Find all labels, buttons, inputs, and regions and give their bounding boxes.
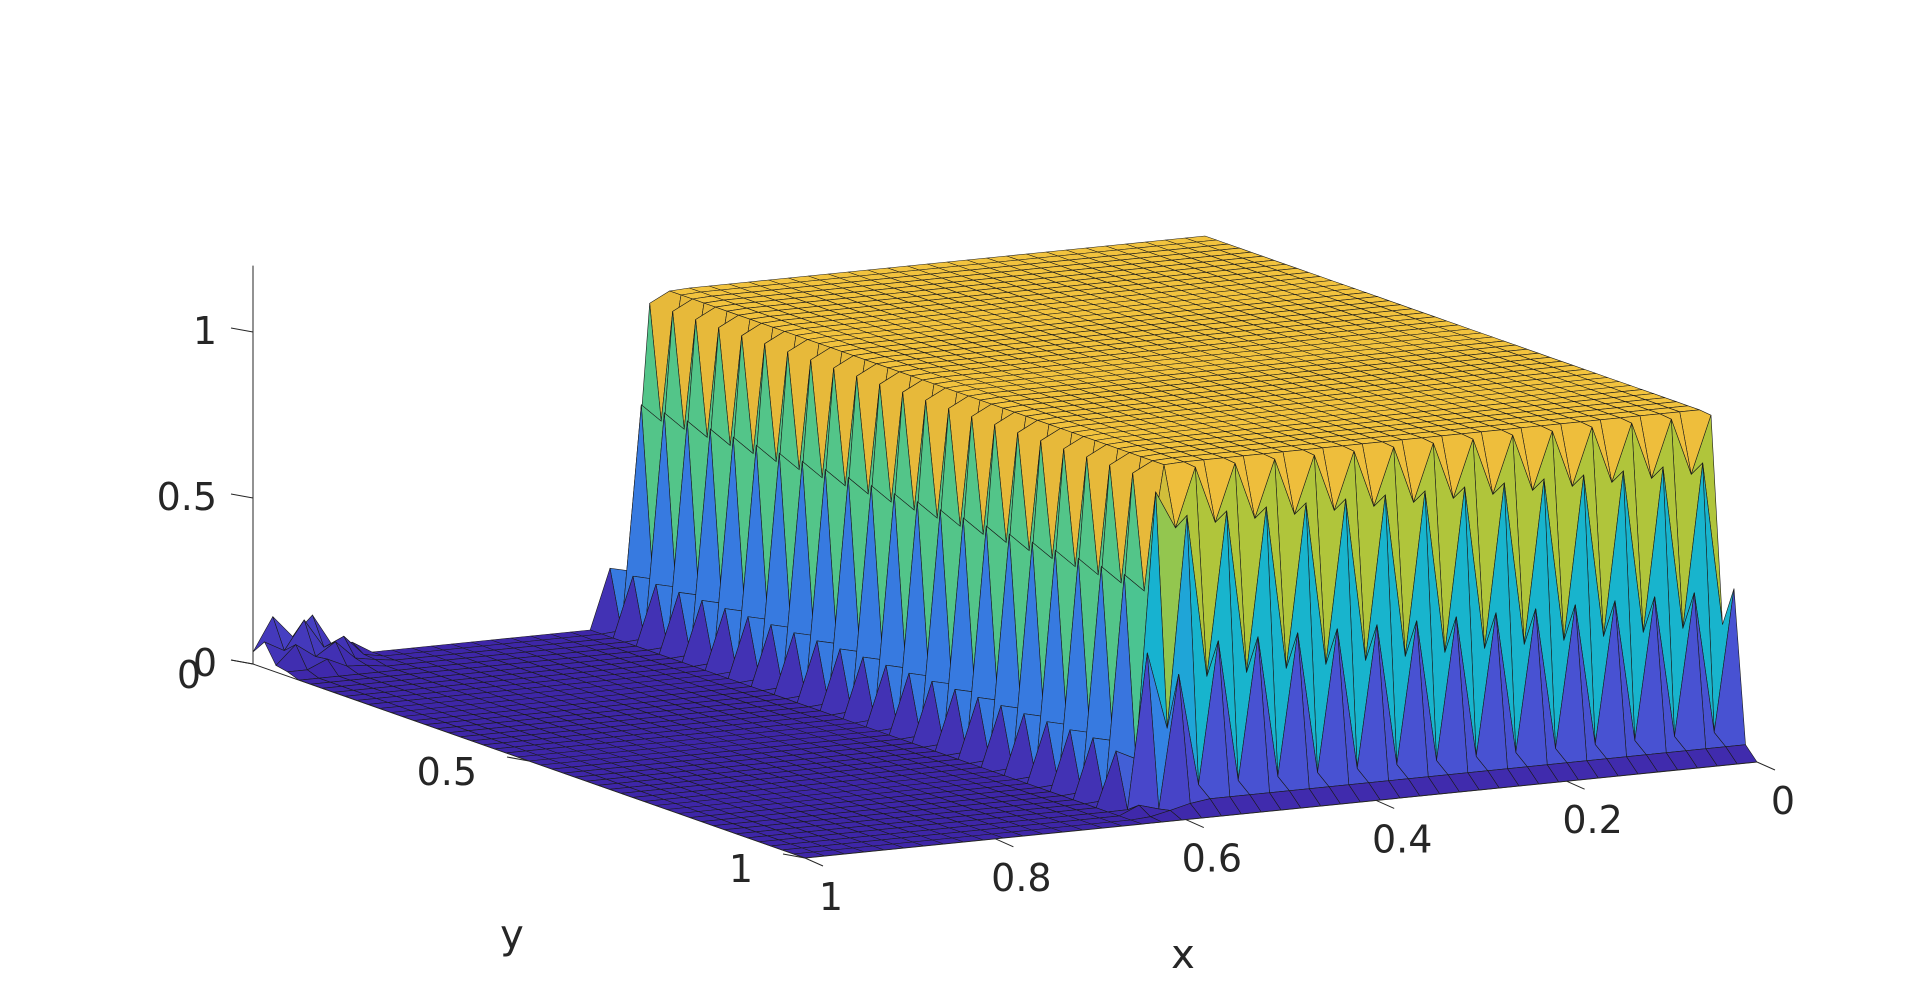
z-tick-label: 0 — [193, 641, 217, 685]
axis-labels: x y — [500, 912, 1195, 978]
x-tick-label: 0.2 — [1562, 798, 1622, 842]
x-tick — [1375, 799, 1395, 809]
z-tick-label: 1 — [193, 309, 217, 353]
x-tick — [804, 857, 824, 867]
z-tick — [230, 659, 254, 665]
x-axis-line — [804, 761, 1758, 859]
y-tick-label: 1 — [729, 847, 753, 891]
x-tick — [1756, 761, 1776, 771]
x-axis-label: x — [1171, 932, 1195, 978]
z-tick — [230, 327, 254, 333]
z-tick — [230, 493, 254, 499]
y-tick-label: 0.5 — [417, 750, 477, 794]
y-tick — [782, 853, 806, 859]
x-tick-label: 1 — [819, 875, 843, 919]
z-tick-label: 0.5 — [157, 475, 217, 519]
x-tick-label: 0 — [1771, 779, 1795, 823]
surface-mesh — [252, 235, 1758, 859]
x-tick-label: 0.6 — [1182, 837, 1242, 881]
x-tick — [995, 838, 1014, 848]
x-tick-label: 0.4 — [1372, 817, 1432, 861]
x-tick — [1566, 780, 1585, 790]
y-tick — [506, 756, 530, 762]
y-tick-label: 0 — [177, 653, 201, 697]
y-axis-label: y — [500, 912, 524, 958]
x-tick-label: 0.8 — [991, 856, 1051, 900]
axes: 0 0.2 0.4 0.6 0.8 1 0 0.5 1 0 0.5 1 — [157, 265, 1795, 919]
x-tick — [1185, 819, 1205, 829]
